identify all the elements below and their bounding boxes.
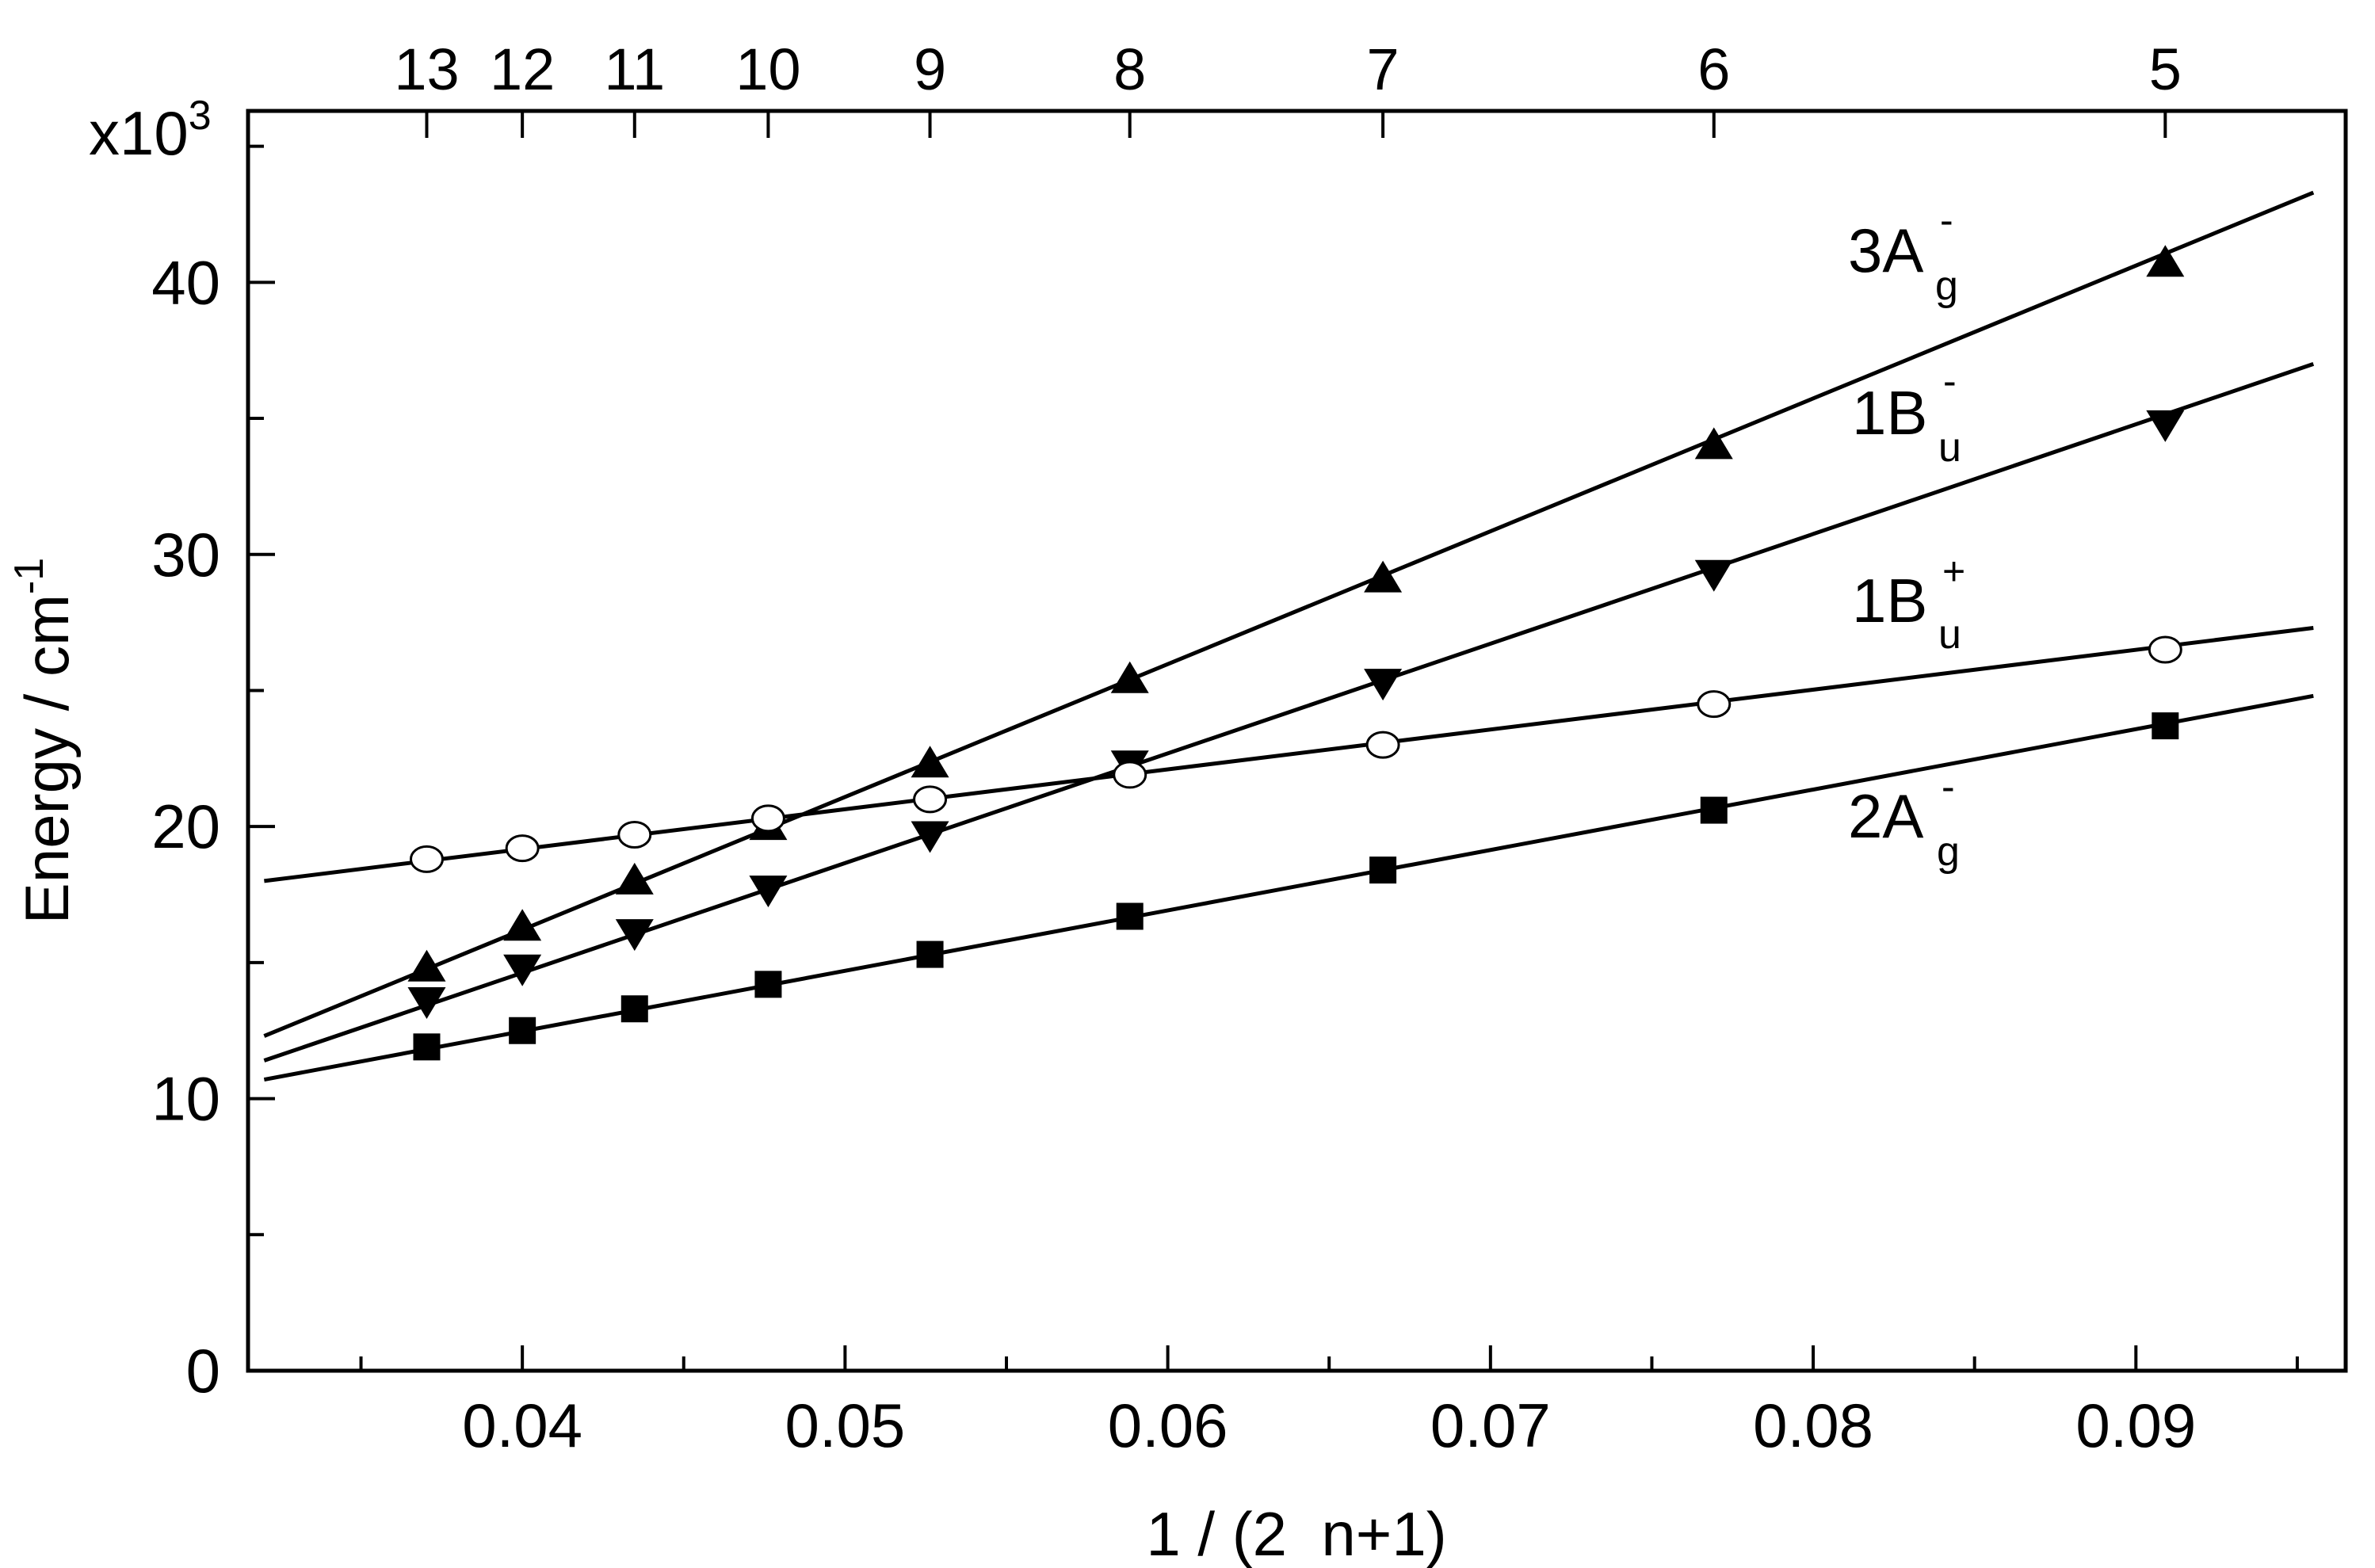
top-axis-label: 9 [914, 36, 946, 102]
series-label-2ag: 2A - g [1848, 765, 1960, 875]
y-tick-labels: 0 10 20 30 40 [151, 247, 220, 1406]
fit-line-3 [264, 626, 2314, 883]
y-multiplier: x103 [89, 93, 212, 168]
data-point-series3 [1113, 761, 1147, 789]
axis-ticks [248, 111, 2299, 1372]
series-label-1bu-plus-sub: u [1938, 612, 1961, 658]
y-tick-label: 30 [151, 520, 220, 589]
data-point-series4 [1700, 796, 1728, 824]
y-tick-label: 10 [151, 1064, 220, 1134]
x-axis-title: 1 / (2 n+1) [1146, 1499, 1446, 1568]
data-point-series3 [617, 820, 652, 849]
y-tick-label: 0 [186, 1336, 220, 1406]
data-point-series3 [1365, 731, 1400, 759]
x-tick-label: 0.09 [2075, 1391, 2196, 1460]
data-point-series3 [750, 804, 785, 833]
series-label-2ag-sub: g [1937, 829, 1960, 875]
data-point-series1 [1110, 661, 1149, 693]
top-axis-label: 6 [1697, 36, 1730, 102]
series-label-3ag: 3A - g [1848, 198, 1958, 309]
top-axis-labels: 13 12 11 10 9 8 7 6 5 [394, 36, 2182, 102]
top-axis-label: 7 [1367, 36, 1399, 102]
data-point-series2 [615, 919, 654, 952]
x-tick-label: 0.08 [1753, 1391, 1873, 1460]
x-tick-label: 0.05 [785, 1391, 905, 1460]
data-point-series1 [1364, 560, 1403, 593]
data-point-series4 [620, 995, 648, 1023]
plot-frame [246, 109, 2348, 1373]
data-point-series2 [407, 986, 446, 1019]
y-axis-title-text: Energy / cm [12, 594, 82, 924]
fit-line-4 [263, 693, 2314, 1082]
series-label-2ag-name: 2A [1848, 781, 1923, 851]
series-label-3ag-name: 3A [1848, 216, 1923, 285]
series-label-1bu-minus-sub: u [1938, 425, 1961, 471]
fit-lines [263, 190, 2315, 1082]
series-label-2ag-sup: - [1942, 765, 1955, 809]
y-multiplier-sup: 3 [189, 93, 212, 139]
series-label-1bu-minus-name: 1B [1852, 378, 1927, 448]
svg-text:Energy / cm-1: Energy / cm-1 [6, 558, 82, 924]
data-point-series1 [503, 909, 542, 941]
series-label-1bu-minus-sup: - [1943, 359, 1957, 403]
data-point-series1 [911, 746, 949, 778]
series-label-1bu-plus-name: 1B [1852, 566, 1927, 635]
x-tick-label: 0.07 [1430, 1391, 1551, 1460]
data-point-series2 [1364, 669, 1403, 701]
data-point-series3 [2148, 635, 2182, 664]
y-tick-label: 20 [151, 792, 220, 861]
top-axis-label: 12 [490, 36, 555, 102]
data-point-series4 [1116, 902, 1144, 930]
data-point-series1 [1694, 427, 1733, 460]
x-tick-labels: 0.04 0.05 0.06 0.07 0.08 0.09 [462, 1391, 2196, 1460]
top-axis-label: 5 [2149, 36, 2182, 102]
x-tick-label: 0.06 [1108, 1391, 1228, 1460]
data-point-series4 [413, 1033, 441, 1061]
data-point-series4 [916, 940, 944, 968]
data-point-series2 [503, 954, 542, 986]
data-point-series3 [409, 845, 444, 873]
x-tick-label: 0.04 [462, 1391, 582, 1460]
fit-line-2 [263, 362, 2315, 1063]
data-point-series1 [407, 949, 446, 982]
y-axis-title-sup: -1 [6, 558, 52, 594]
data-point-series1 [615, 862, 654, 895]
top-axis-label: 10 [735, 36, 800, 102]
data-point-series2 [749, 876, 788, 908]
data-point-series3 [913, 785, 948, 814]
fit-line-1 [263, 190, 2315, 1038]
y-tick-label: 40 [151, 247, 220, 317]
series-label-1bu-plus-sup: + [1942, 549, 1965, 593]
data-point-series4 [2152, 712, 2179, 740]
data-point-series3 [1697, 690, 1732, 719]
data-markers [407, 245, 2185, 1061]
data-point-series4 [509, 1017, 536, 1044]
series-label-1bu-plus: 1B + u [1852, 549, 1965, 658]
top-axis-label: 11 [604, 36, 665, 102]
data-point-series4 [754, 971, 782, 998]
data-point-series2 [911, 821, 949, 853]
series-label-3ag-sub: g [1935, 263, 1958, 309]
data-point-series2 [2146, 410, 2185, 442]
y-multiplier-text: x10 [89, 98, 189, 168]
data-point-series2 [1694, 559, 1733, 592]
top-axis-label: 8 [1113, 36, 1146, 102]
data-point-series4 [1369, 856, 1397, 884]
data-point-series3 [505, 834, 540, 863]
y-axis-title: Energy / cm-1 [6, 558, 82, 924]
series-label-1bu-minus: 1B - u [1852, 359, 1961, 471]
data-point-series1 [2146, 245, 2185, 277]
top-axis-label: 13 [394, 36, 459, 102]
series-label-3ag-sup: - [1940, 198, 1953, 242]
